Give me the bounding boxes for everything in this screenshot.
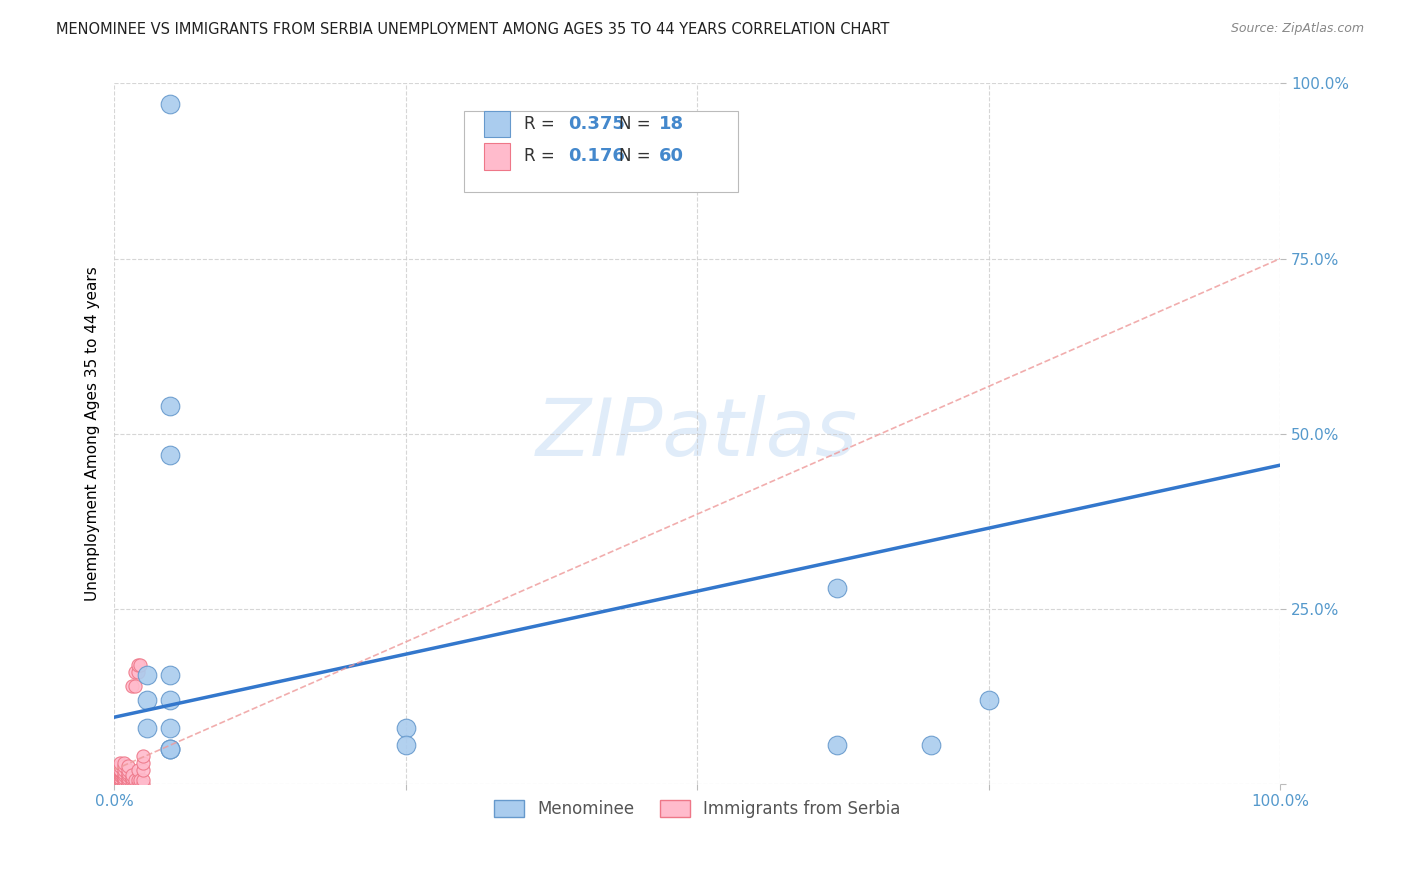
Point — [159, 97, 181, 112]
Point — [117, 763, 139, 777]
Point — [117, 773, 139, 788]
Point — [117, 771, 139, 785]
Point — [159, 741, 181, 756]
Point — [127, 773, 149, 788]
Point — [108, 777, 131, 791]
Point — [112, 771, 135, 785]
Point — [135, 692, 157, 706]
Point — [121, 679, 143, 693]
Point — [128, 657, 150, 672]
Text: N =: N = — [619, 115, 657, 133]
Text: MENOMINEE VS IMMIGRANTS FROM SERBIA UNEMPLOYMENT AMONG AGES 35 TO 44 YEARS CORRE: MENOMINEE VS IMMIGRANTS FROM SERBIA UNEM… — [56, 22, 890, 37]
Point — [135, 668, 157, 682]
Point — [825, 738, 848, 752]
Point — [127, 657, 149, 672]
Point — [108, 768, 131, 782]
Point — [121, 777, 143, 791]
Point — [977, 692, 1000, 706]
Text: R =: R = — [523, 147, 560, 165]
Point — [124, 679, 146, 693]
Point — [121, 771, 143, 785]
FancyBboxPatch shape — [484, 143, 509, 169]
Point — [132, 777, 155, 791]
Point — [117, 777, 139, 791]
Point — [108, 777, 131, 791]
Point — [127, 665, 149, 679]
Point — [108, 777, 131, 791]
Point — [128, 777, 150, 791]
Point — [108, 773, 131, 788]
Point — [108, 773, 131, 788]
Text: 0.176: 0.176 — [568, 147, 624, 165]
Text: 0.375: 0.375 — [568, 115, 624, 133]
Point — [108, 764, 131, 778]
Point — [395, 721, 418, 735]
Point — [108, 766, 131, 780]
Point — [159, 668, 181, 682]
Point — [121, 768, 143, 782]
Point — [117, 759, 139, 773]
Point — [132, 748, 155, 763]
Point — [112, 759, 135, 773]
FancyBboxPatch shape — [484, 111, 509, 137]
Point — [128, 773, 150, 788]
Point — [132, 756, 155, 770]
Point — [112, 756, 135, 770]
Point — [121, 773, 143, 788]
Point — [112, 777, 135, 791]
Point — [124, 665, 146, 679]
Point — [108, 759, 131, 773]
Point — [825, 581, 848, 595]
Point — [108, 756, 131, 770]
Point — [159, 399, 181, 413]
Text: R =: R = — [523, 115, 560, 133]
Point — [108, 768, 131, 782]
Point — [124, 777, 146, 791]
Point — [920, 738, 942, 752]
Point — [159, 741, 181, 756]
Point — [108, 777, 131, 791]
Text: 60: 60 — [659, 147, 683, 165]
Text: N =: N = — [619, 147, 657, 165]
Point — [108, 777, 131, 791]
Point — [159, 741, 181, 756]
Point — [132, 763, 155, 777]
Point — [108, 763, 131, 777]
Point — [108, 766, 131, 780]
Point — [127, 763, 149, 777]
Point — [108, 763, 131, 777]
Point — [112, 766, 135, 780]
Point — [112, 773, 135, 788]
Point — [112, 768, 135, 782]
Point — [127, 777, 149, 791]
Point — [159, 721, 181, 735]
Text: ZIPatlas: ZIPatlas — [536, 394, 858, 473]
Point — [108, 764, 131, 778]
Point — [117, 777, 139, 791]
Point — [132, 773, 155, 788]
Text: 18: 18 — [659, 115, 683, 133]
Point — [135, 721, 157, 735]
Point — [159, 448, 181, 462]
Point — [117, 768, 139, 782]
Point — [108, 773, 131, 788]
Point — [108, 771, 131, 785]
Point — [108, 771, 131, 785]
FancyBboxPatch shape — [464, 112, 738, 192]
Point — [112, 777, 135, 791]
Point — [124, 773, 146, 788]
Text: Source: ZipAtlas.com: Source: ZipAtlas.com — [1230, 22, 1364, 36]
Point — [117, 766, 139, 780]
Point — [395, 738, 418, 752]
Legend: Menominee, Immigrants from Serbia: Menominee, Immigrants from Serbia — [488, 793, 907, 824]
Y-axis label: Unemployment Among Ages 35 to 44 years: Unemployment Among Ages 35 to 44 years — [86, 266, 100, 601]
Point — [159, 692, 181, 706]
Point — [112, 763, 135, 777]
Point — [112, 773, 135, 788]
